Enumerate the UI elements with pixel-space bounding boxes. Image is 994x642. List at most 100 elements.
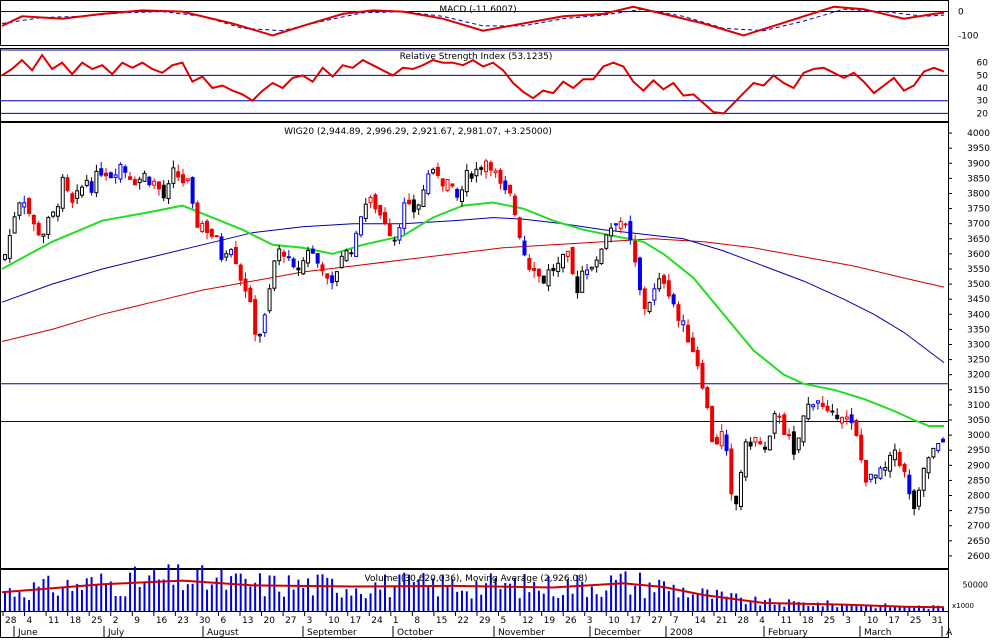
candle-body [902, 463, 907, 473]
candle-body [233, 247, 238, 265]
rsi-plot [1, 49, 948, 115]
candle-body [594, 259, 599, 268]
volume-unit: x1000 [952, 602, 974, 610]
x-day-label: 25 [91, 616, 102, 626]
candle-body [488, 162, 493, 171]
candle-body [84, 179, 89, 186]
candle-body [339, 255, 344, 269]
x-day-label: 8 [414, 616, 420, 626]
x-day-label: 27 [285, 616, 296, 626]
candle-body [560, 253, 565, 269]
candle-body [334, 271, 339, 282]
x-day-label: 11 [781, 616, 792, 626]
candle-body [55, 206, 60, 217]
candle-body [575, 276, 580, 294]
x-day-label: 23 [177, 616, 188, 626]
x-day-label: 25 [824, 616, 835, 626]
candle-body [416, 204, 421, 210]
candle-body [89, 181, 94, 193]
x-day-label: 27 [651, 616, 662, 626]
candle-body [3, 254, 8, 260]
candle-body [459, 189, 464, 202]
candle-body [714, 436, 719, 445]
candle-body [522, 240, 527, 256]
macd-line [1, 5, 945, 37]
x-day-label: 12 [522, 616, 533, 626]
candle-body [585, 269, 590, 275]
candle-body [368, 196, 373, 204]
candle-body [330, 275, 335, 284]
candle-body [128, 176, 133, 180]
rsi-tick-label: 30 [977, 97, 989, 107]
candle-body [888, 454, 893, 472]
x-month-label: 2008 [670, 628, 693, 638]
candle-body [541, 275, 546, 284]
volume-tick-label: 50000 [963, 580, 988, 589]
y-tick-label: 3400 [967, 310, 990, 320]
y-tick-label: 3000 [967, 431, 990, 441]
y-tick-label: 2600 [967, 552, 990, 562]
candle-body [589, 266, 594, 270]
candle-body [180, 174, 185, 184]
candle-body [431, 168, 436, 174]
candle-body [209, 228, 214, 237]
x-day-label: 3 [845, 616, 851, 626]
y-tick-label: 2950 [967, 446, 990, 456]
candle-body [570, 246, 575, 275]
y-tick-label: 3600 [967, 250, 990, 260]
candle-body [609, 227, 614, 237]
x-day-label: 17 [888, 616, 899, 626]
x-month-label: December [594, 628, 641, 638]
x-day-label: 19 [544, 616, 556, 626]
volume-moving-average [1, 579, 945, 609]
candle-body [65, 177, 70, 191]
y-tick-label: 3250 [967, 356, 990, 366]
candle-body [551, 267, 556, 272]
rsi-line [1, 53, 945, 115]
candle-body [22, 202, 27, 208]
candle-body [253, 299, 258, 335]
y-tick-label: 2800 [967, 492, 990, 502]
candle-body [508, 184, 513, 194]
candle-body [392, 239, 397, 242]
candle-body [200, 222, 205, 233]
candle-body [474, 168, 479, 177]
candle-body [426, 173, 431, 195]
candle-body [479, 167, 484, 170]
x-day-label: 26 [565, 616, 577, 626]
candle-body [301, 260, 306, 275]
x-day-label: 10 [867, 616, 879, 626]
candle-body [599, 248, 604, 265]
candle-body [517, 217, 522, 238]
candle-body [132, 179, 137, 186]
x-axis-panel [0, 611, 949, 638]
candle-body [397, 227, 402, 241]
y-tick-label: 3050 [967, 416, 990, 426]
candle-body [763, 446, 768, 450]
x-month-label: March [864, 628, 891, 638]
candle-body [657, 278, 662, 290]
candle-body [710, 406, 715, 443]
candle-body [99, 168, 104, 176]
x-month-label: November [498, 628, 545, 638]
x-day-label: 7 [673, 616, 679, 626]
y-tick-label: 3700 [967, 220, 990, 230]
candle-body [676, 304, 681, 321]
candle-body [142, 172, 147, 182]
candle-body [849, 414, 854, 424]
y-tick-label: 3800 [967, 189, 990, 199]
candle-body [171, 167, 176, 184]
y-tick-label: 3450 [967, 295, 990, 305]
candle-body [854, 419, 859, 437]
y-tick-label: 3900 [967, 159, 990, 169]
candle-body [873, 474, 878, 479]
candle-body [907, 474, 912, 495]
x-day-label: 4 [759, 616, 765, 626]
candle-body [878, 467, 883, 479]
candle-body [46, 217, 51, 235]
candle-body [248, 287, 253, 303]
macd-tick-label: -100 [958, 31, 979, 41]
candle-body [27, 198, 32, 214]
x-day-label: 16 [156, 616, 168, 626]
